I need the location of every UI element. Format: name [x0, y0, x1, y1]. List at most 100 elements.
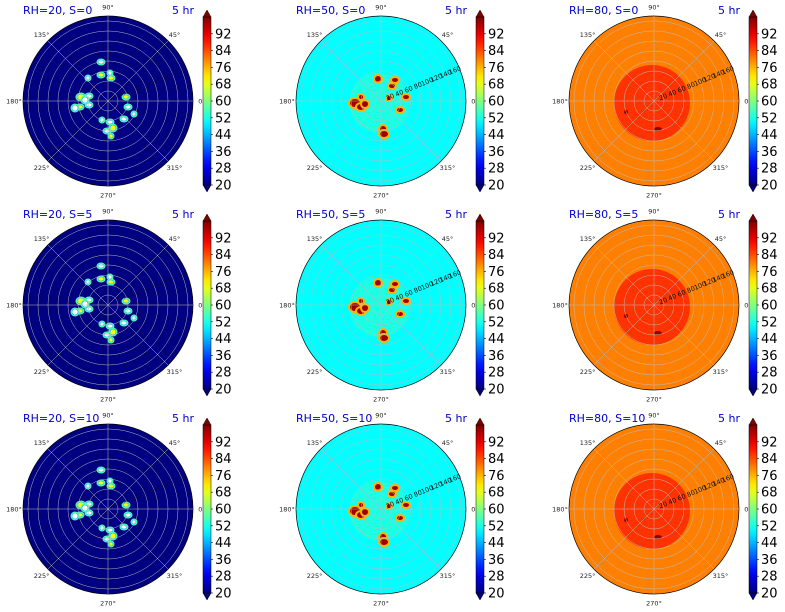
drop — [375, 280, 381, 286]
colorbar-tick-label: 76 — [488, 61, 505, 76]
angular-gridline — [107, 448, 169, 510]
drop — [108, 541, 114, 547]
colorbar-tick-label: 20 — [488, 179, 505, 194]
colorbar-tick-label: 44 — [215, 332, 232, 347]
colorbar-tick-label: 20 — [215, 179, 232, 194]
angular-tick-label: 225° — [307, 368, 323, 376]
colorbar-tick-label: 36 — [215, 349, 232, 364]
angular-tick-label: 45° — [169, 439, 181, 447]
drop — [389, 84, 395, 88]
drop — [654, 127, 662, 131]
colorbar-tick-label: 52 — [761, 111, 778, 126]
colorbar-tick-label: 28 — [761, 570, 778, 585]
colorbar-extend-min — [748, 184, 758, 193]
angular-tick-label: 315° — [713, 368, 729, 376]
drop — [362, 101, 368, 107]
colorbar-tick-label: 28 — [761, 162, 778, 177]
angular-gridline — [320, 40, 382, 102]
angular-gridline — [320, 508, 382, 570]
colorbar-tick-label: 36 — [488, 553, 505, 568]
drop — [108, 133, 114, 139]
angular-tick-label: 270° — [100, 192, 116, 200]
angular-tick-label: 180° — [552, 506, 568, 514]
colorbar-tick-label: 68 — [761, 486, 778, 501]
colorbar-extend-max — [748, 417, 758, 426]
colorbar-tick-label: 52 — [215, 519, 232, 534]
colorbar-tick-label: 36 — [761, 145, 778, 160]
drop — [392, 282, 398, 286]
angular-tick-label: 225° — [307, 572, 323, 580]
colorbar-tick-label: 44 — [488, 128, 505, 143]
angular-tick-label: 225° — [34, 572, 50, 580]
angular-tick-label: 270° — [646, 396, 662, 404]
angular-tick-label: 90° — [648, 412, 660, 420]
angular-gridline — [107, 508, 169, 570]
colorbar-tick-label: 60 — [215, 503, 232, 518]
angular-tick-label: 315° — [167, 572, 183, 580]
angular-tick-label: 315° — [440, 368, 456, 376]
angular-tick-label: 90° — [102, 412, 114, 420]
colorbar-bar — [748, 424, 758, 594]
colorbar-extend-max — [202, 417, 212, 426]
colorbar-tick-label: 36 — [215, 145, 232, 160]
angular-tick-label: 180° — [6, 302, 22, 310]
drop — [71, 512, 79, 520]
drop — [375, 76, 381, 82]
angular-gridline — [653, 508, 715, 570]
angular-tick-label: 135° — [34, 439, 50, 447]
angular-tick-label: 135° — [307, 439, 323, 447]
colorbar-tick-label: 28 — [761, 366, 778, 381]
angular-gridline — [47, 304, 109, 366]
polar-panel-4: 90° 45° 0° 315° 270° 225° 180° 135° RH=20, S=5 5 … — [6, 208, 231, 404]
angular-gridline — [107, 100, 169, 162]
drop — [122, 94, 130, 100]
angular-gridline — [320, 100, 382, 162]
angular-gridline — [653, 448, 715, 510]
panel-title: RH=20, S=0 — [23, 4, 92, 17]
colorbar-bar — [202, 16, 212, 186]
angular-tick-label: 0° — [198, 302, 205, 310]
drop — [97, 467, 105, 473]
colorbar-bar — [475, 424, 485, 594]
angular-tick-label: 90° — [648, 4, 660, 12]
angular-tick-label: 225° — [34, 164, 50, 172]
angular-gridline — [653, 244, 715, 306]
radial-tick-label: 60 — [676, 84, 687, 95]
drop — [403, 95, 409, 99]
colorbar-extend-max — [475, 417, 485, 426]
radial-tick-label: 60 — [403, 492, 414, 503]
drop — [392, 78, 398, 82]
panel-title: RH=50, S=5 — [296, 208, 365, 221]
angular-gridline — [380, 100, 442, 162]
colorbar-tick-label: 68 — [761, 78, 778, 93]
colorbar-tick-label: 60 — [215, 299, 232, 314]
colorbar-bar — [475, 220, 485, 390]
angular-tick-label: 180° — [552, 98, 568, 106]
panel-title: RH=20, S=5 — [23, 208, 92, 221]
colorbar-bar — [748, 220, 758, 390]
colorbar-tick-label: 20 — [215, 383, 232, 398]
colorbar-tick-label: 68 — [488, 78, 505, 93]
drop — [362, 509, 368, 515]
colorbar-tick-label: 60 — [488, 299, 505, 314]
angular-tick-label: 315° — [713, 164, 729, 172]
colorbar-tick-label: 84 — [488, 248, 505, 263]
angular-tick-label: 135° — [307, 235, 323, 243]
angular-tick-label: 270° — [646, 192, 662, 200]
radial-tick-label: 20 — [385, 296, 396, 307]
colorbar-tick-label: 68 — [488, 486, 505, 501]
angular-tick-label: 225° — [34, 368, 50, 376]
angular-tick-label: 315° — [440, 164, 456, 172]
radial-tick-label: 60 — [403, 288, 414, 299]
angular-gridline — [47, 448, 109, 510]
colorbar-tick-label: 84 — [215, 452, 232, 467]
drop — [654, 535, 662, 539]
drop — [97, 263, 105, 269]
angular-gridline — [593, 508, 655, 570]
